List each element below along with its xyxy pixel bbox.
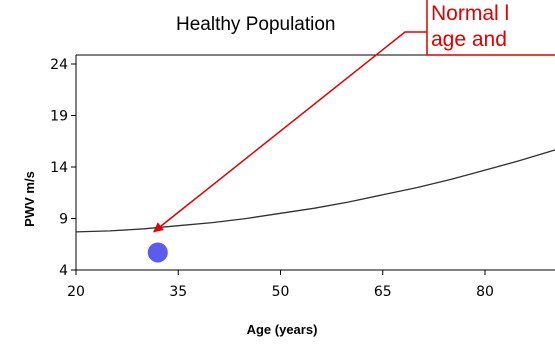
x-tick-label: 65: [374, 284, 392, 300]
x-tick-label: 80: [476, 284, 494, 300]
patient-data-point: [147, 242, 168, 263]
y-axis-label: PWV m/s: [22, 171, 37, 227]
reference-curve: [76, 149, 555, 233]
y-tick-label: 19: [50, 109, 68, 125]
annotation-box: [426, 0, 555, 56]
x-tick-label: 50: [272, 284, 290, 300]
annotation-arrow: [153, 31, 427, 233]
y-tick-label: 4: [59, 263, 68, 279]
y-tick-label: 9: [59, 212, 68, 228]
x-tick-label: 35: [169, 284, 187, 300]
x-axis-label: Age (years): [247, 322, 318, 337]
y-tick-label: 14: [50, 160, 68, 176]
x-tick-label: 20: [67, 284, 85, 300]
chart-title: Healthy Population: [176, 14, 336, 35]
annotation-text-line: age and: [431, 28, 507, 51]
plot-area: 20 35 50 65 80 4 9 14 19 24: [50, 54, 555, 300]
annotation-text-line: Normal l: [431, 2, 509, 25]
y-tick-label: 24: [50, 57, 68, 73]
